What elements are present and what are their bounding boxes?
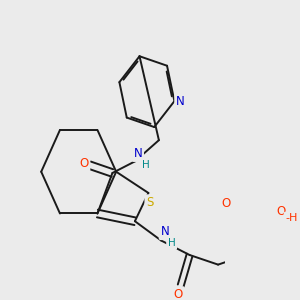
Text: H: H	[142, 160, 149, 170]
Text: H: H	[168, 238, 176, 248]
Text: O: O	[222, 197, 231, 210]
Text: S: S	[146, 196, 154, 209]
Text: O: O	[79, 157, 88, 170]
Text: -H: -H	[285, 213, 298, 223]
Text: N: N	[134, 147, 142, 160]
Text: O: O	[276, 205, 286, 218]
Text: O: O	[174, 288, 183, 300]
Text: N: N	[160, 225, 169, 238]
Text: N: N	[176, 94, 185, 108]
